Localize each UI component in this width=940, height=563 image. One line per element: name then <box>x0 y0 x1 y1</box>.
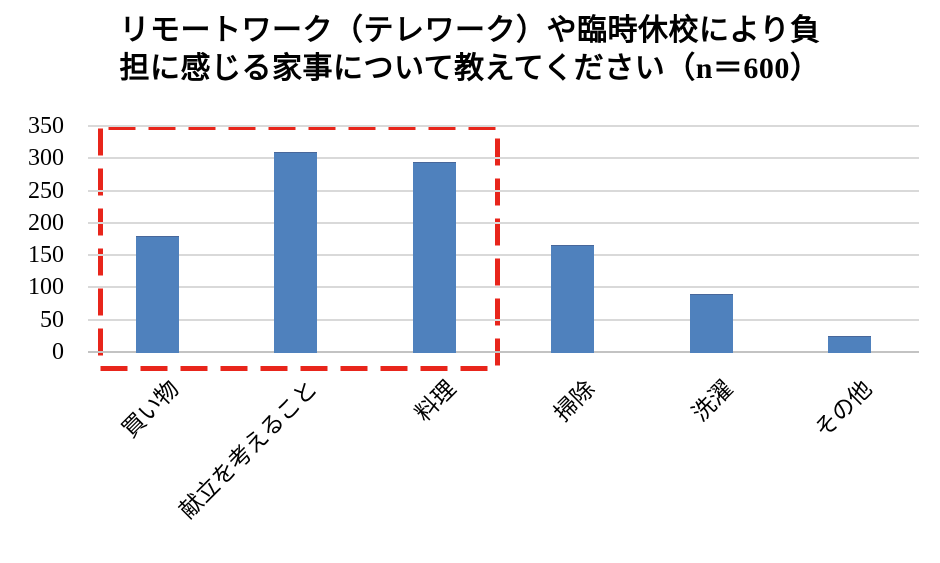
bar-6 <box>828 335 872 353</box>
gridline <box>88 318 919 321</box>
x-axis-tick-label: 掃除 <box>549 376 600 427</box>
chart-title-line-1: リモートワーク（テレワーク）や臨時休校により負 <box>119 14 821 47</box>
bar-4 <box>551 245 595 353</box>
bar-2 <box>274 151 318 353</box>
y-axis-tick-label: 150 <box>28 242 64 269</box>
gridline <box>88 351 919 353</box>
x-axis-tick-label: その他 <box>809 376 877 443</box>
x-axis-tick-label: 洗濯 <box>687 376 738 427</box>
bar-1 <box>135 235 179 353</box>
bar-5 <box>689 293 733 353</box>
x-axis-tick-label: 献立を考えること <box>175 376 323 524</box>
y-axis-tick-label: 200 <box>28 209 64 236</box>
gridline <box>88 286 919 289</box>
chart-title: リモートワーク（テレワーク）や臨時休校により負 担に感じる家事について教えてくだ… <box>0 12 940 88</box>
gridline <box>88 125 919 127</box>
gridline <box>88 189 919 192</box>
gridline <box>88 157 919 160</box>
y-axis-tick-label: 350 <box>28 113 64 139</box>
y-axis-tick-label: 300 <box>28 145 64 172</box>
y-axis-tick-label: 100 <box>28 274 64 301</box>
y-axis-tick-label: 250 <box>28 177 64 204</box>
gridline <box>88 254 919 257</box>
chart-title-line-2: 担に感じる家事について教えてください（n＝600） <box>119 52 821 85</box>
x-axis-tick-label: 買い物 <box>117 376 184 443</box>
x-axis-tick-label: 料理 <box>410 376 461 427</box>
bar-3 <box>412 161 456 353</box>
y-axis-tick-label: 50 <box>40 306 64 333</box>
gridline <box>88 221 919 224</box>
y-axis-tick-label: 0 <box>52 339 64 365</box>
